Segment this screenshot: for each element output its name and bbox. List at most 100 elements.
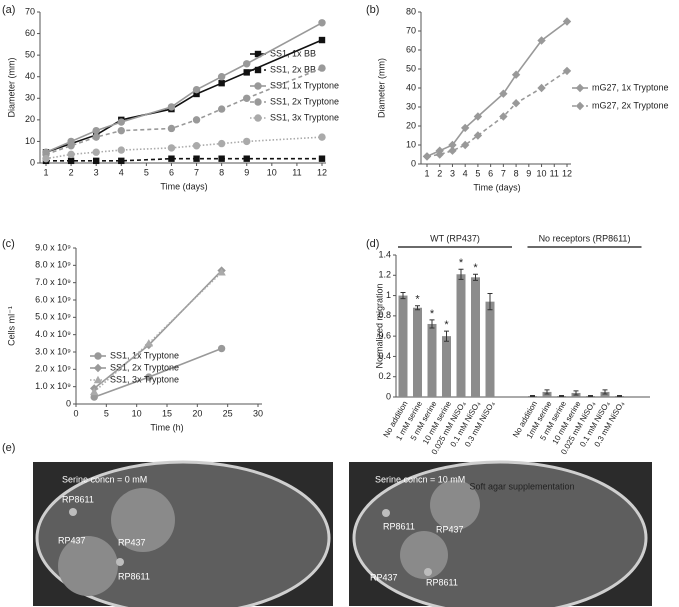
x-axis-label: Soft agar supplementation [469, 481, 574, 491]
y-tick-label: 60 [406, 44, 416, 54]
y-tick-label: 10 [406, 139, 416, 149]
point [217, 268, 226, 276]
point [168, 155, 175, 162]
x-tick-label: 1 [43, 167, 48, 177]
point [167, 144, 176, 152]
y-tick-label: 4.0 x 10⁹ [35, 329, 71, 339]
colony [116, 558, 124, 566]
point [218, 155, 225, 162]
panel-label: (b) [366, 4, 379, 16]
point [92, 157, 100, 165]
x-tick-label: 25 [223, 408, 233, 418]
group-label: WT (RP437) [430, 233, 480, 243]
x-tick-label: 5 [144, 167, 149, 177]
bar [542, 391, 552, 397]
legend-label: SS1, 1x Tryptone [270, 80, 339, 90]
y-tick-label: 20 [25, 114, 35, 124]
point [243, 94, 251, 102]
point [42, 154, 50, 163]
y-tick-label: 30 [25, 93, 35, 103]
y-tick-label: 60 [25, 28, 35, 38]
y-tick-label: 0.8 [378, 310, 391, 320]
x-tick-label: 12 [562, 168, 572, 178]
strain-label: RP8611 [62, 494, 94, 504]
x-tick-label: 7 [501, 168, 506, 178]
strain-label: RP8611 [118, 571, 150, 581]
strain-label: RP437 [436, 524, 464, 534]
y-tick-label: 10 [25, 136, 35, 146]
error-bar [473, 273, 478, 281]
legend-marker [93, 363, 103, 373]
point [537, 36, 546, 45]
error-bar [544, 389, 550, 395]
y-tick-label: 80 [406, 6, 416, 16]
significance-mark: * [430, 308, 435, 320]
x-tick-label: 3 [94, 167, 99, 177]
bar [600, 391, 610, 397]
y-tick-label: 7.0 x 10⁹ [35, 277, 71, 287]
point [92, 126, 100, 135]
legend-label: SS1, 2x Tryptone [110, 362, 179, 372]
point [117, 126, 125, 135]
y-axis-label: Diameter (mm) [6, 57, 16, 117]
significance-mark: * [459, 257, 464, 269]
error-bar [458, 268, 464, 280]
y-tick-label: 0 [386, 391, 391, 401]
error-bar [487, 293, 493, 311]
x-tick-label: 2 [437, 168, 442, 178]
y-tick-label: 9.0 x 10⁹ [35, 242, 71, 252]
legend-marker [254, 50, 262, 58]
point [67, 157, 75, 165]
series-line [93, 271, 223, 393]
x-tick-label: 30 [253, 408, 263, 418]
point [193, 155, 200, 162]
legend-label: SS1, 1x BB [270, 48, 316, 58]
point [193, 90, 200, 98]
error-bar [602, 389, 608, 395]
colony [424, 568, 432, 576]
x-tick-label: 2 [69, 167, 74, 177]
point [318, 36, 326, 44]
y-tick-label: 40 [406, 82, 416, 92]
panel-label: (a) [2, 4, 15, 16]
point [192, 116, 201, 124]
y-axis-label: Cells ml⁻¹ [6, 306, 16, 346]
point [217, 344, 226, 353]
colony [58, 536, 118, 596]
strain-label: RP437 [370, 572, 398, 582]
point [217, 73, 226, 81]
series-line [426, 20, 568, 158]
x-tick-label: 4 [119, 167, 124, 177]
x-tick-label: 8 [219, 167, 224, 177]
legend-label: SS1, 2x BB [270, 64, 316, 74]
colony [430, 480, 480, 530]
point [562, 66, 572, 76]
point [318, 19, 326, 27]
point [217, 105, 226, 113]
x-tick-label: 5 [475, 168, 480, 178]
point [118, 157, 125, 165]
plate-caption: Serine concn = 10 mM [375, 474, 465, 484]
point [511, 70, 521, 79]
point [217, 139, 226, 148]
point [243, 155, 250, 162]
legend-label: SS1, 2x Tryptone [270, 96, 339, 106]
legend-marker [94, 352, 102, 360]
point [117, 146, 125, 154]
error-bar [444, 330, 449, 342]
point [318, 64, 326, 72]
bar [485, 301, 495, 397]
x-tick-label: 10 [267, 167, 277, 177]
photo-panel: (e) Serine concn = 0 mM RP8611 RP437 RP4… [2, 442, 652, 607]
point [511, 99, 521, 108]
point [92, 148, 100, 156]
x-tick-label: 15 [162, 408, 172, 418]
group-label: No receptors (RP8611) [539, 233, 631, 243]
error-bar [573, 390, 579, 396]
y-tick-label: 40 [25, 71, 35, 81]
error-bar [530, 394, 535, 397]
point [473, 131, 483, 140]
y-tick-label: 0.6 [378, 331, 391, 341]
y-tick-label: 0 [411, 158, 416, 168]
